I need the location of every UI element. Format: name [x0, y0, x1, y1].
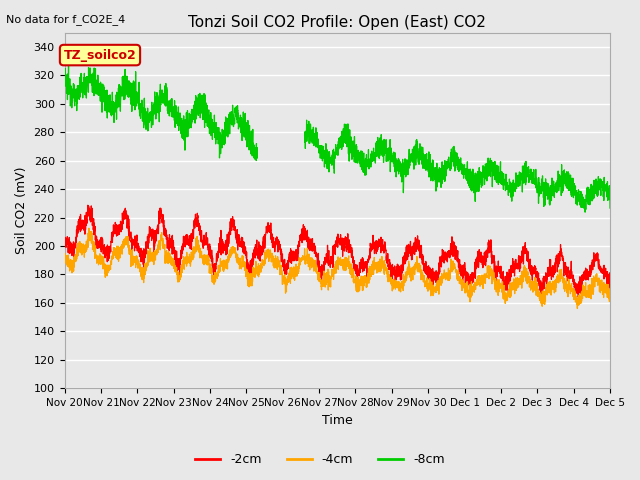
Y-axis label: Soil CO2 (mV): Soil CO2 (mV) [15, 167, 28, 254]
Text: TZ_soilco2: TZ_soilco2 [63, 48, 136, 61]
X-axis label: Time: Time [322, 414, 353, 427]
Text: No data for f_CO2E_4: No data for f_CO2E_4 [6, 14, 125, 25]
Legend: -2cm, -4cm, -8cm: -2cm, -4cm, -8cm [190, 448, 450, 471]
Title: Tonzi Soil CO2 Profile: Open (East) CO2: Tonzi Soil CO2 Profile: Open (East) CO2 [188, 15, 486, 30]
